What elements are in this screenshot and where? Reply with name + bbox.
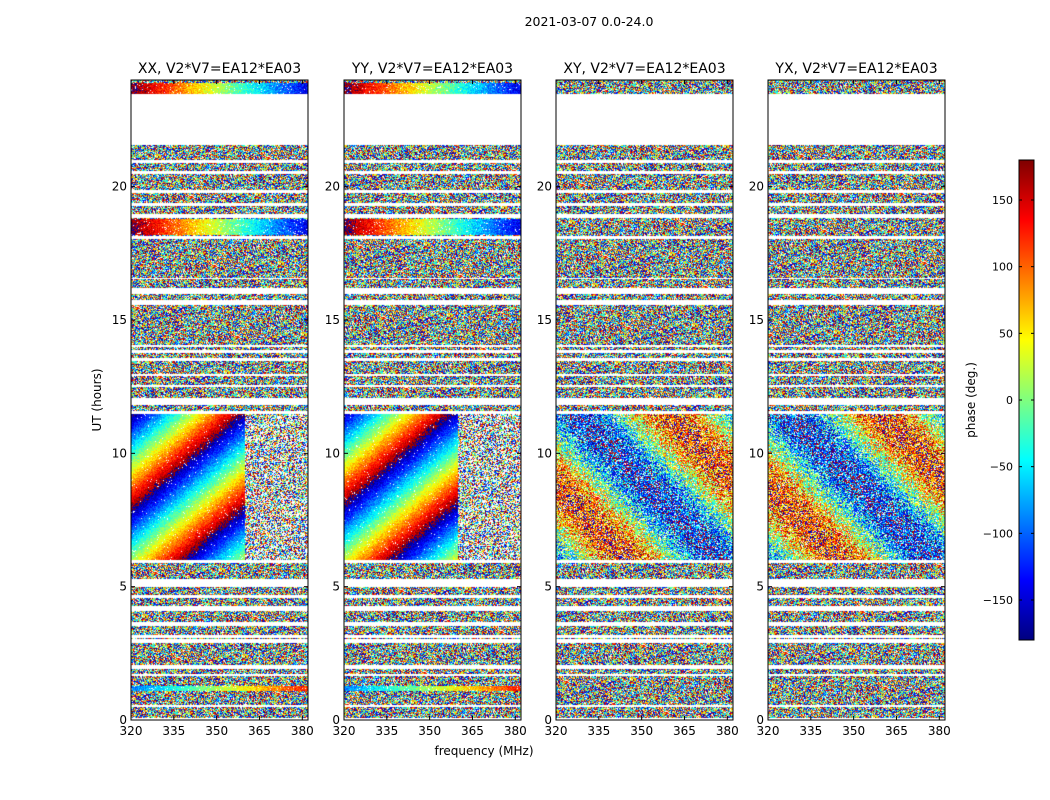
x-tick-label: 365	[673, 724, 696, 738]
x-tick-label: 335	[587, 724, 610, 738]
colorbar-tick-label: 50	[999, 327, 1013, 340]
y-tick-label: 10	[325, 446, 340, 460]
colorbar-tick-label: 100	[992, 261, 1013, 274]
y-tick-label: 20	[749, 180, 764, 194]
colorbar-tick-label: 150	[992, 194, 1013, 207]
x-tick-label: 335	[799, 724, 822, 738]
y-axis-label: UT (hours)	[90, 368, 104, 431]
panel-title: YY, V2*V7=EA12*EA03	[351, 61, 513, 77]
x-tick-label: 320	[120, 724, 143, 738]
y-tick-label: 10	[537, 446, 552, 460]
colorbar-label: phase (deg.)	[964, 362, 978, 438]
colorbar-tick-label: −100	[983, 527, 1013, 540]
colorbar: 150 100 50 0 −50 −100 −150	[983, 159, 1035, 641]
panel-xy: XY, V2*V7=EA12*EA03 320 335 350 365 380 0 5 10 15…	[537, 61, 739, 738]
colorbar-tick-label: −50	[990, 461, 1013, 474]
y-tick-label: 15	[112, 313, 127, 327]
x-tick-label: 365	[248, 724, 271, 738]
colorbar-tick-label: −150	[983, 594, 1013, 607]
y-tick-label: 20	[325, 180, 340, 194]
y-tick-label: 20	[112, 180, 127, 194]
y-tick-label: 15	[749, 313, 764, 327]
x-tick-label: 350	[418, 724, 441, 738]
panel-xx: XX, V2*V7=EA12*EA03 320 335 350 365 380 0 5 10 15…	[112, 61, 314, 738]
y-tick-label: 0	[756, 713, 764, 727]
x-tick-label: 350	[842, 724, 865, 738]
y-tick-label: 10	[749, 446, 764, 460]
panel-title: XX, V2*V7=EA12*EA03	[138, 61, 301, 77]
panel-frame	[343, 79, 522, 721]
x-tick-label: 335	[375, 724, 398, 738]
x-tick-label: 335	[162, 724, 185, 738]
y-tick-label: 15	[325, 313, 340, 327]
y-tick-label: 10	[112, 446, 127, 460]
y-tick-label: 5	[332, 580, 340, 594]
figure-suptitle: 2021-03-07 0.0-24.0	[525, 14, 654, 29]
x-tick-label: 380	[928, 724, 951, 738]
x-tick-label: 320	[333, 724, 356, 738]
y-tick-label: 20	[537, 180, 552, 194]
x-tick-label: 350	[205, 724, 228, 738]
panel-frame	[555, 79, 734, 721]
x-tick-label: 350	[630, 724, 653, 738]
y-tick-label: 5	[119, 580, 127, 594]
heatmap-image-yx	[768, 80, 945, 720]
panel-yx: YX, V2*V7=EA12*EA03 320 335 350 365 380 0 5 10 15…	[749, 61, 951, 738]
colorbar-tick-label: 0	[1006, 394, 1013, 407]
panel-frame	[767, 79, 946, 721]
y-tick-label: 5	[756, 580, 764, 594]
y-tick-label: 5	[544, 580, 552, 594]
panel-yy: YY, V2*V7=EA12*EA03 320 335 350 365 380 0 5 10 15…	[325, 61, 527, 738]
x-tick-label: 365	[885, 724, 908, 738]
panel-title: YX, V2*V7=EA12*EA03	[774, 61, 937, 77]
x-tick-label: 380	[504, 724, 527, 738]
x-tick-label: 320	[545, 724, 568, 738]
x-tick-label: 365	[461, 724, 484, 738]
heatmap-image-xy	[556, 80, 733, 720]
y-tick-label: 0	[332, 713, 340, 727]
y-tick-label: 15	[537, 313, 552, 327]
x-tick-label: 320	[757, 724, 780, 738]
y-tick-label: 0	[119, 713, 127, 727]
x-tick-label: 380	[291, 724, 314, 738]
panels-group: XX, V2*V7=EA12*EA03 320 335 350 365 380 0 5 10 15…	[112, 61, 951, 738]
x-tick-label: 380	[716, 724, 739, 738]
heatmap-image-yy	[344, 80, 521, 720]
panel-title: XY, V2*V7=EA12*EA03	[563, 61, 725, 77]
y-tick-label: 0	[544, 713, 552, 727]
panel-frame	[130, 79, 309, 721]
heatmap-image-xx	[131, 80, 308, 720]
x-axis-label: frequency (MHz)	[434, 744, 533, 758]
